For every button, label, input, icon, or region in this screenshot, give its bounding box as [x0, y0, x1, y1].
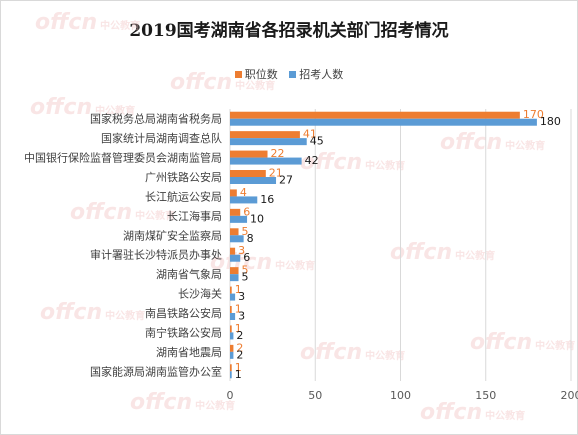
category-label-9: 长沙海关 — [178, 287, 222, 301]
watermark-9: offcn 中公教育 — [300, 340, 406, 365]
data-label-applicants-7: 6 — [243, 251, 250, 264]
bar-applicants-13 — [230, 371, 232, 379]
x-tick-label-0: 0 — [227, 389, 234, 402]
watermark-12: offcn 中公教育 — [420, 400, 526, 425]
data-label-positions-13: 1 — [235, 361, 242, 374]
data-label-applicants-11: 2 — [236, 329, 243, 342]
bar-applicants-6 — [230, 235, 244, 243]
category-label-10: 南昌铁路公安局 — [145, 306, 222, 320]
bar-positions-1 — [230, 131, 300, 139]
legend-item-applicants: 招考人数 — [289, 66, 343, 82]
data-label-applicants-1: 45 — [310, 135, 324, 148]
x-tick-label-3: 150 — [475, 389, 496, 402]
bar-applicants-0 — [230, 118, 537, 126]
bar-applicants-1 — [230, 138, 307, 146]
data-label-applicants-5: 10 — [250, 212, 264, 225]
watermark-11: offcn 中公教育 — [130, 390, 236, 415]
data-label-applicants-13: 1 — [235, 368, 242, 381]
legend-label-applicants: 招考人数 — [299, 68, 344, 81]
data-label-positions-3: 21 — [269, 167, 283, 180]
watermark-0: offcn 中公教育 — [35, 10, 141, 35]
watermark-10: offcn 中公教育 — [470, 330, 576, 355]
watermark-3: offcn 中公教育 — [300, 150, 406, 175]
legend-swatch-applicants — [289, 70, 297, 78]
bar-positions-0 — [230, 111, 520, 119]
data-label-applicants-6: 8 — [247, 232, 254, 245]
bar-positions-12 — [230, 344, 234, 352]
watermark-8: offcn 中公教育 — [40, 300, 146, 325]
x-tick-label-1: 50 — [308, 389, 322, 402]
data-label-positions-10: 1 — [235, 303, 242, 316]
watermark-1: offcn 中公教育 — [170, 70, 276, 95]
bar-positions-3 — [230, 170, 266, 177]
data-label-applicants-0: 180 — [540, 115, 561, 128]
watermark-5: offcn 中公教育 — [70, 200, 176, 225]
bar-positions-5 — [230, 208, 241, 216]
bar-applicants-7 — [230, 254, 241, 262]
data-label-positions-9: 1 — [235, 283, 242, 296]
data-label-applicants-12: 2 — [236, 348, 243, 361]
bar-positions-4 — [230, 189, 237, 197]
bar-positions-6 — [230, 228, 239, 236]
bar-applicants-4 — [230, 196, 258, 204]
data-label-positions-7: 3 — [238, 244, 245, 257]
category-label-12: 湖南省地震局 — [156, 346, 222, 359]
bar-applicants-8 — [230, 274, 239, 282]
category-label-1: 国家统计局湖南调查总队 — [101, 131, 222, 145]
category-label-13: 国家能源局湖南监管办公室 — [90, 364, 222, 378]
data-label-positions-5: 6 — [243, 205, 250, 218]
legend-label-positions: 职位数 — [244, 68, 278, 81]
bar-applicants-11 — [230, 332, 234, 340]
legend-item-positions: 职位数 — [234, 66, 278, 82]
data-label-positions-2: 22 — [271, 147, 285, 160]
category-label-3: 广州铁路公安局 — [145, 170, 222, 184]
category-label-8: 湖南省气象局 — [156, 267, 222, 281]
bar-positions-9 — [230, 286, 232, 294]
bar-positions-2 — [230, 150, 268, 158]
data-label-positions-11: 1 — [235, 322, 242, 335]
bar-applicants-3 — [230, 177, 277, 184]
bar-positions-11 — [230, 325, 232, 333]
bar-applicants-5 — [230, 215, 248, 223]
bar-applicants-10 — [230, 313, 236, 320]
x-tick-label-2: 100 — [390, 389, 411, 402]
data-label-positions-0: 170 — [523, 108, 544, 121]
data-label-applicants-8: 5 — [242, 271, 249, 284]
chart-title: 2019国考湖南省各招录机关部门招考情况 — [129, 21, 449, 41]
watermark-4: offcn 中公教育 — [440, 130, 546, 155]
category-label-2: 中国银行保险监督管理委员会湖南监管局 — [24, 151, 222, 165]
legend-swatch-positions — [234, 70, 242, 78]
data-label-positions-6: 5 — [242, 225, 249, 238]
bar-applicants-9 — [230, 293, 236, 301]
bar-applicants-12 — [230, 351, 234, 359]
chart-legend: 职位数 招考人数 — [0, 66, 578, 82]
category-label-0: 国家税务总局湖南省税务局 — [90, 112, 222, 126]
bar-positions-7 — [230, 247, 236, 255]
data-label-applicants-10: 3 — [238, 310, 245, 323]
category-label-11: 南宁铁路公安局 — [145, 325, 222, 339]
data-label-applicants-3: 27 — [279, 174, 293, 187]
category-label-7: 审计署驻长沙特派员办事处 — [90, 248, 222, 262]
bar-applicants-2 — [230, 157, 302, 165]
category-label-5: 长江海事局 — [167, 209, 222, 223]
data-label-positions-8: 5 — [242, 264, 249, 277]
bar-positions-8 — [230, 267, 239, 275]
data-label-applicants-9: 3 — [238, 290, 245, 303]
watermark-2: offcn 中公教育 — [30, 95, 136, 120]
watermark-6: offcn 中公教育 — [210, 250, 316, 275]
data-label-applicants-2: 42 — [305, 154, 319, 167]
x-tick-label-4: 200 — [561, 389, 578, 402]
bar-positions-10 — [230, 306, 232, 313]
data-label-applicants-4: 16 — [260, 193, 274, 206]
data-label-positions-12: 2 — [236, 341, 243, 354]
bar-positions-13 — [230, 364, 232, 372]
category-label-4: 长江航运公安局 — [145, 189, 222, 203]
category-label-6: 湖南煤矿安全监察局 — [123, 228, 222, 242]
data-label-positions-4: 4 — [240, 186, 247, 199]
data-label-positions-1: 41 — [303, 128, 317, 141]
